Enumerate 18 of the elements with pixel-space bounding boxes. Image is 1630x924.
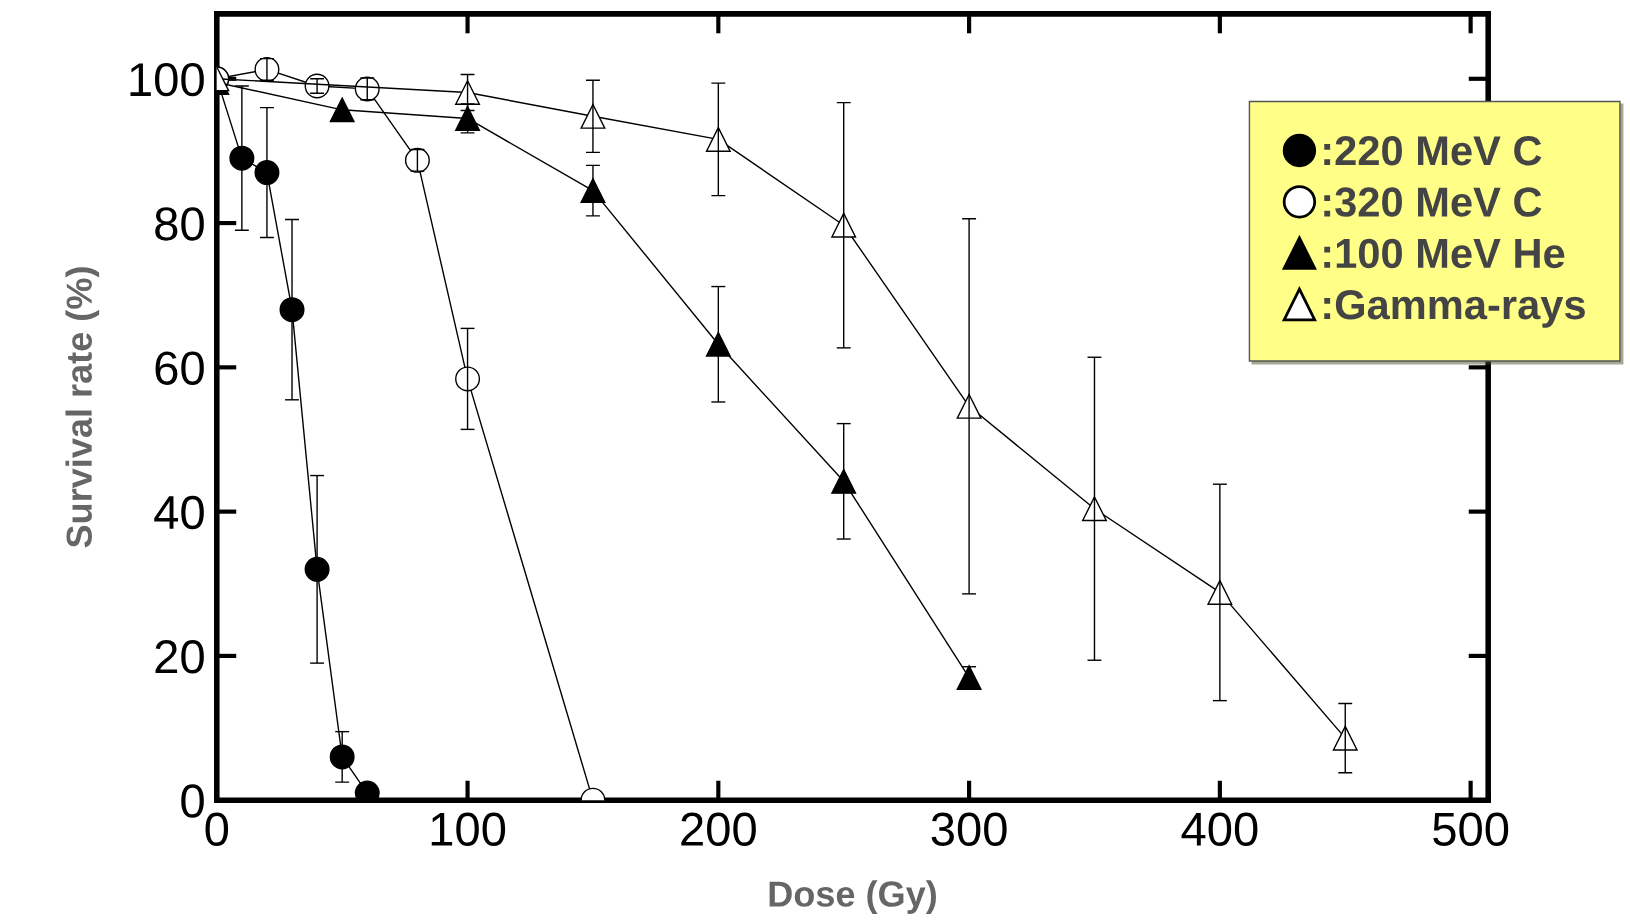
y-axis-title: Survival rate (%) [65,267,100,548]
y-tick-label: 60 [155,351,204,385]
legend-label: :Gamma-rays [1324,289,1585,328]
x-tick-label: 400 [1181,812,1258,846]
y-tick-label: 80 [155,207,204,241]
x-tick-label: 200 [681,812,756,846]
x-tick-label: 0 [205,812,229,846]
y-tick-label: 100 [130,62,204,97]
legend-label: :100 MeV He [1324,238,1565,269]
x-axis-title: Dose (Gy) [769,880,936,914]
x-tick-label: 100 [431,812,506,846]
legend-label: :220 MeV C [1324,135,1542,166]
y-tick-label: 20 [155,640,204,674]
legend-label: :320 MeV C [1324,187,1542,217]
x-tick-label: 500 [1433,812,1509,846]
y-tick-label: 40 [154,495,204,530]
y-tick-label: 0 [181,784,204,818]
x-tick-label: 300 [931,812,1007,846]
